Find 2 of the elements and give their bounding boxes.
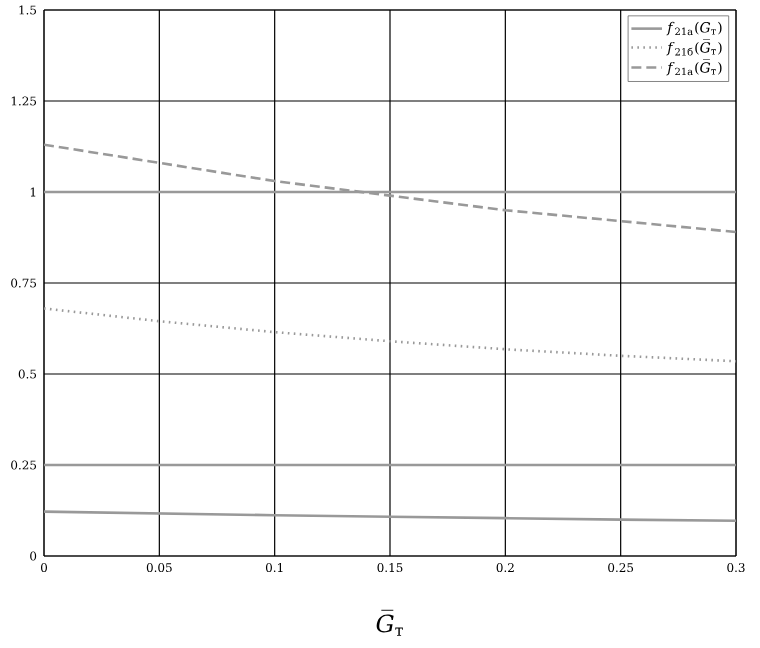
x-axis-title: G̅$_{т}$: [376, 609, 403, 636]
line-series: [44, 307, 737, 363]
